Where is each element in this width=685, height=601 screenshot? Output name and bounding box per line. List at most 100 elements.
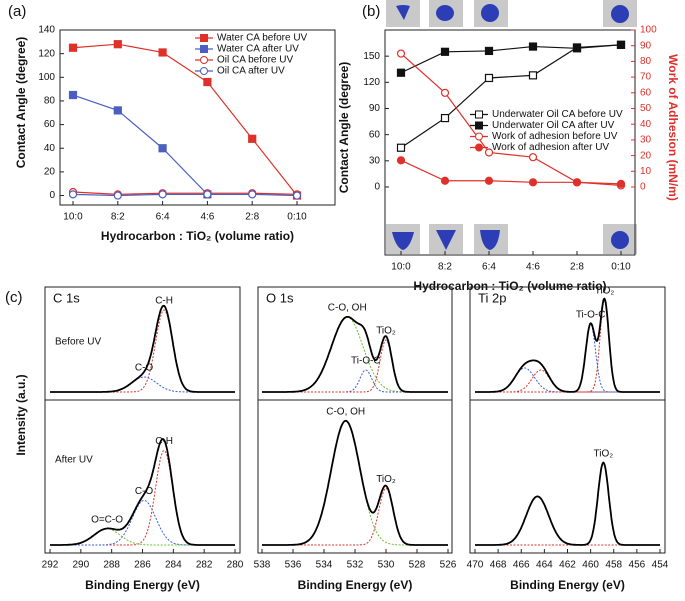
marker	[440, 176, 450, 185]
plot-frame	[44, 286, 241, 554]
legend-marker	[475, 132, 483, 141]
y-tick-label: 30	[369, 155, 381, 166]
envelope	[50, 304, 235, 393]
component-peak	[475, 495, 660, 546]
envelope	[475, 297, 660, 393]
x-tick-label: 10:0	[391, 262, 411, 273]
x-tick-label: 528	[409, 560, 426, 571]
marker	[68, 190, 78, 199]
plot-frame	[59, 29, 336, 206]
y2-axis-label: Work of Adhesion (mN/m)	[666, 54, 680, 201]
peak-label: TiO₂	[376, 326, 396, 337]
x-tick-label: 530	[378, 560, 395, 571]
y-tick-label: 150	[363, 51, 380, 62]
x-tick-label: 10:0	[63, 212, 83, 223]
legend-label: Oil CA after UV	[217, 66, 285, 77]
x-tick-label: 290	[72, 560, 89, 571]
legend-marker	[475, 143, 483, 152]
legend-marker	[200, 56, 208, 64]
y2-tick-label: 80	[640, 56, 652, 67]
legend-label: Oil CA before UV	[217, 55, 293, 66]
y2-tick-label: 70	[640, 72, 652, 83]
component-peak	[262, 487, 448, 546]
marker	[440, 47, 450, 56]
x-tick-label: 532	[347, 560, 364, 571]
peak-label: C-H	[155, 296, 173, 307]
y2-tick-label: 60	[640, 87, 652, 98]
peak-label: C-O, OH	[326, 406, 365, 417]
panel-title: C 1s	[53, 290, 80, 305]
x-tick-label: 8:2	[438, 262, 452, 273]
marker	[440, 113, 450, 123]
legend-label: Water CA after UV	[217, 44, 299, 55]
component-peak	[475, 369, 660, 393]
peak-label: O=C-O	[91, 514, 123, 525]
marker	[528, 153, 538, 162]
y-tick-label: 140	[38, 25, 55, 36]
drop	[436, 5, 454, 21]
marker	[572, 44, 582, 53]
y-tick-label: 100	[38, 72, 55, 83]
marker	[68, 43, 78, 52]
plot-frame	[257, 286, 453, 554]
legend-label: Work of adhesion before UV	[492, 131, 618, 142]
y2-tick-label: 40	[640, 119, 652, 130]
y-axis-label: Contact Angle (degree)	[14, 37, 28, 169]
x-tick-label: 458	[605, 560, 622, 571]
x-tick-label: 466	[513, 560, 530, 571]
component-peak	[50, 309, 235, 393]
y2-tick-label: 30	[640, 135, 652, 146]
y-tick-label: 20	[44, 167, 56, 178]
x-tick-label: 454	[652, 560, 669, 571]
peak-label: Ti-O-C	[351, 356, 381, 367]
y-tick-label: 120	[363, 77, 380, 88]
x-tick-label: 460	[582, 560, 599, 571]
y-tick-label: 90	[369, 103, 381, 114]
x-tick-label: 292	[42, 560, 59, 571]
legend-marker	[475, 121, 483, 130]
x-tick-label: 2:8	[570, 262, 584, 273]
y-tick-label: 120	[38, 48, 55, 59]
envelope	[475, 461, 660, 546]
series-line	[72, 43, 298, 196]
y-axis-label: Contact Angle (degree)	[337, 62, 351, 194]
panel-title: O 1s	[266, 290, 294, 305]
x-axis-label: Binding Energy (eV)	[85, 578, 200, 592]
x-tick-label: 538	[254, 560, 271, 571]
component-peak	[50, 528, 235, 546]
y2-tick-label: 20	[640, 150, 652, 161]
y-tick-label: 60	[369, 129, 381, 140]
y-tick-label: 60	[44, 119, 56, 130]
x-tick-label: 284	[165, 560, 182, 571]
x-tick-label: 280	[227, 560, 244, 571]
marker	[396, 49, 406, 58]
marker	[484, 148, 494, 157]
marker	[440, 88, 450, 97]
marker	[396, 156, 406, 165]
marker	[68, 90, 78, 100]
marker	[396, 143, 406, 152]
marker	[484, 46, 494, 56]
x-tick-label: 0:10	[287, 212, 307, 223]
drop	[480, 230, 500, 250]
marker	[572, 178, 582, 187]
marker	[484, 73, 494, 83]
marker	[248, 134, 257, 143]
marker	[203, 77, 212, 87]
legend-marker	[200, 34, 208, 42]
panel-title: Ti 2p	[478, 290, 506, 305]
peak-label: C-O, OH	[328, 303, 367, 314]
x-axis-label: Binding Energy (eV)	[298, 578, 413, 592]
component-peak	[262, 316, 448, 393]
marker	[248, 190, 257, 199]
plot-frame	[469, 286, 666, 554]
series-line	[400, 44, 622, 74]
plot-frame	[384, 29, 636, 256]
peak-label: TiO₂	[594, 448, 614, 459]
x-axis-label: Binding Energy (eV)	[510, 578, 625, 592]
component-peak	[475, 367, 660, 393]
x-tick-label: 288	[103, 560, 120, 571]
envelope	[262, 315, 448, 393]
envelope	[262, 419, 448, 546]
